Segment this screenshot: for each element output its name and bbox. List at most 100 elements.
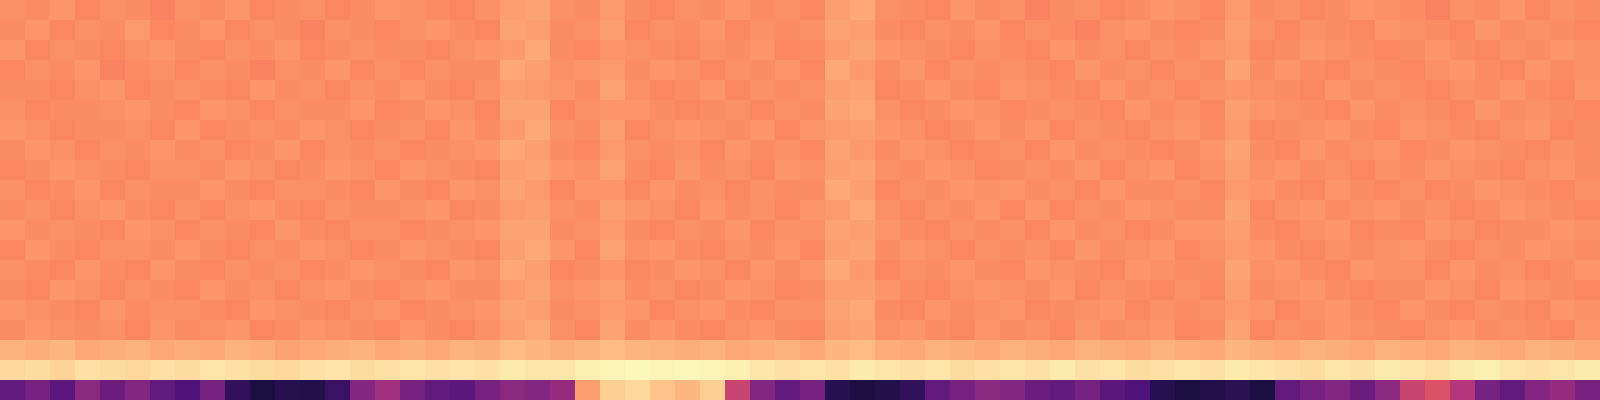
heatmap-cell [1400, 100, 1426, 121]
heatmap-cell [1275, 360, 1301, 381]
heatmap-cell [100, 80, 126, 101]
heatmap-cell [125, 360, 151, 381]
heatmap-cell [150, 0, 176, 21]
heatmap-cell [1225, 340, 1251, 361]
heatmap-cell [1225, 380, 1251, 400]
heatmap-cell [525, 40, 551, 61]
heatmap-cell [1125, 340, 1151, 361]
heatmap-cell [1150, 100, 1176, 121]
heatmap-cell [725, 0, 751, 21]
heatmap-cell [600, 300, 626, 321]
heatmap-cell [200, 280, 226, 301]
heatmap-cell [325, 200, 351, 221]
heatmap-cell [1125, 20, 1151, 41]
heatmap-cell [1225, 260, 1251, 281]
heatmap-cell [1300, 300, 1326, 321]
heatmap-cell [1075, 140, 1101, 161]
heatmap-cell [800, 60, 826, 81]
heatmap-cell [1375, 100, 1401, 121]
heatmap-cell [75, 180, 101, 201]
heatmap-cell [1100, 380, 1126, 400]
heatmap-cell [1225, 280, 1251, 301]
heatmap-cell [400, 20, 426, 41]
heatmap-cell [1375, 40, 1401, 61]
heatmap-cell [775, 380, 801, 400]
heatmap-cell [250, 60, 276, 81]
heatmap-cell [1500, 60, 1526, 81]
heatmap-cell [900, 260, 926, 281]
heatmap-cell [1550, 260, 1576, 281]
heatmap-cell [1125, 180, 1151, 201]
heatmap-cell [250, 380, 276, 400]
heatmap-cell [200, 140, 226, 161]
heatmap-cell [250, 260, 276, 281]
heatmap-cell [625, 20, 651, 41]
heatmap-cell [900, 380, 926, 400]
heatmap-cell [1350, 340, 1376, 361]
heatmap-cell [1250, 240, 1276, 261]
heatmap-cell [1475, 380, 1501, 400]
heatmap-cell [1300, 80, 1326, 101]
heatmap-cell [25, 200, 51, 221]
heatmap-cell [1150, 20, 1176, 41]
heatmap-cell [1000, 80, 1026, 101]
heatmap-cell [1400, 340, 1426, 361]
heatmap-cell [875, 260, 901, 281]
heatmap-cell [0, 200, 26, 221]
heatmap-cell [1400, 280, 1426, 301]
heatmap-cell [1025, 100, 1051, 121]
heatmap-cell [675, 380, 701, 400]
heatmap-cell [225, 220, 251, 241]
heatmap-cell [1025, 180, 1051, 201]
heatmap-cell [875, 140, 901, 161]
heatmap-cell [275, 120, 301, 141]
heatmap-cell [175, 240, 201, 261]
heatmap-cell [75, 380, 101, 400]
heatmap-cell [1325, 380, 1351, 400]
heatmap-cell [925, 60, 951, 81]
heatmap-cell [525, 60, 551, 81]
heatmap-cell [1200, 280, 1226, 301]
heatmap-cell [75, 140, 101, 161]
heatmap-cell [675, 60, 701, 81]
heatmap-cell [925, 140, 951, 161]
heatmap-cell [1050, 300, 1076, 321]
heatmap-cell [700, 240, 726, 261]
heatmap-cell [800, 280, 826, 301]
heatmap-cell [1150, 300, 1176, 321]
heatmap-cell [825, 160, 851, 181]
heatmap-cell [825, 240, 851, 261]
heatmap-cell [650, 240, 676, 261]
heatmap-cell [325, 20, 351, 41]
heatmap-cell [750, 0, 776, 21]
heatmap-cell [1450, 80, 1476, 101]
heatmap-cell [350, 220, 376, 241]
heatmap-cell [1000, 0, 1026, 21]
heatmap-cell [800, 320, 826, 341]
heatmap-cell [1550, 20, 1576, 41]
heatmap-cell [1175, 340, 1201, 361]
heatmap-cell [1325, 320, 1351, 341]
heatmap-cell [700, 260, 726, 281]
heatmap-cell [975, 20, 1001, 41]
heatmap-cell [875, 380, 901, 400]
heatmap-cell [1400, 260, 1426, 281]
heatmap-cell [0, 0, 26, 21]
heatmap-cell [225, 320, 251, 341]
heatmap-cell [600, 100, 626, 121]
heatmap-cell [1425, 220, 1451, 241]
heatmap-cell [925, 340, 951, 361]
heatmap-cell [200, 260, 226, 281]
heatmap-cell [1275, 60, 1301, 81]
heatmap-cell [525, 140, 551, 161]
heatmap-cell [200, 180, 226, 201]
heatmap-cell [1525, 160, 1551, 181]
heatmap-cell [775, 180, 801, 201]
heatmap-cell [1100, 260, 1126, 281]
heatmap-cell [850, 100, 876, 121]
heatmap-cell [650, 200, 676, 221]
heatmap-cell [950, 80, 976, 101]
heatmap-cell [50, 20, 76, 41]
heatmap-cell [250, 0, 276, 21]
heatmap-cell [500, 340, 526, 361]
